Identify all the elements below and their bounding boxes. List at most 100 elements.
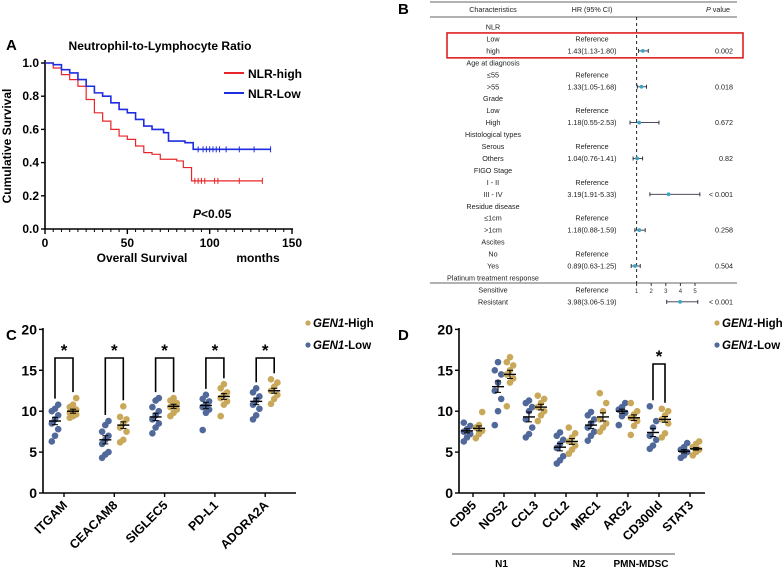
data-point-low — [522, 416, 530, 423]
x-tick-label: ADORA2A — [218, 498, 272, 552]
significance-bracket — [652, 363, 666, 403]
legend-label: GEN1-Low — [313, 340, 371, 352]
y-tick-label: 5 — [29, 444, 37, 460]
x-tick-label: 4 — [679, 289, 683, 295]
data-point-low — [149, 403, 156, 411]
x-tick-label: MRC1 — [568, 498, 603, 533]
row-label: ≤1cm — [484, 214, 502, 223]
y-tick-label: 15 — [21, 362, 37, 378]
row-hr: 1.33(1.05-1.68) — [567, 82, 616, 91]
x-tick-label: CCL3 — [508, 498, 541, 531]
data-point-high — [123, 428, 130, 435]
data-point-high — [217, 412, 224, 420]
significance-bracket — [205, 357, 225, 389]
significance-star: * — [111, 341, 118, 360]
legend-dot — [714, 320, 720, 326]
data-point-low — [649, 442, 657, 449]
row-p-value: < 0.001 — [709, 190, 733, 199]
y-tick-label: 15 — [437, 362, 453, 378]
row-label: Yes — [487, 262, 499, 271]
row-label: >55 — [487, 82, 499, 91]
x-tick-label: 0 — [42, 236, 49, 250]
data-point-high — [274, 379, 281, 386]
data-point-high — [540, 407, 548, 415]
data-point-high — [274, 391, 281, 399]
row-label: Residue disease — [466, 202, 519, 211]
x-tick-label: 50 — [121, 236, 135, 250]
km-p-annotation: P<0.05 — [193, 207, 232, 221]
y-tick-label: 20 — [437, 321, 453, 337]
highlight-box — [446, 32, 744, 59]
row-hr: Reference — [575, 106, 608, 115]
data-point-high — [602, 420, 610, 427]
data-point-low — [584, 437, 592, 444]
row-hr: 1.43(1.13-1.80) — [567, 46, 616, 55]
y-tick-label: 0.6 — [22, 122, 39, 136]
row-p-value: < 0.001 — [709, 297, 733, 306]
data-point-high — [72, 394, 80, 402]
row-label: Serous — [482, 142, 505, 151]
data-point-high — [664, 407, 672, 415]
dotplot-c: 0 5 10 15 20 ITGAM * CEACAM8 * SIGLEC5 * PD-L1 * ADOR… — [21, 318, 373, 552]
row-hr: Reference — [575, 34, 608, 43]
hr-point — [640, 49, 645, 53]
data-point-low — [683, 439, 691, 447]
data-point-high — [571, 429, 579, 437]
significance-bracket — [154, 357, 175, 393]
km-title: Neutrophil-to-Lymphocyte Ratio — [69, 39, 252, 53]
data-point-high — [220, 380, 228, 388]
data-point-high — [534, 392, 542, 399]
forest-header-p-rest: value — [711, 5, 730, 14]
km-curve-nlr-high — [45, 62, 263, 182]
data-point-high — [509, 362, 517, 369]
data-point-low — [646, 432, 654, 440]
data-point-high — [478, 427, 486, 435]
y-tick-label: 20 — [21, 321, 37, 337]
x-tick-label: 100 — [200, 236, 220, 250]
legend-label: NLR-high — [248, 67, 302, 81]
legend-label-level: -Low — [753, 340, 780, 352]
forest-header-characteristics: Characteristics — [469, 5, 517, 14]
x-tick-label: PD-L1 — [186, 498, 221, 533]
km-p-italic: P — [193, 207, 202, 221]
row-hr: 3.98(3.06-5.19) — [567, 297, 616, 306]
data-point-low — [48, 438, 56, 445]
forest-header-p: P value — [706, 5, 730, 14]
row-label: >1cm — [484, 226, 502, 235]
data-point-low — [491, 387, 499, 395]
hr-point — [637, 228, 642, 233]
data-point-high — [509, 375, 517, 382]
legend-label: GEN1-High — [722, 318, 783, 330]
row-label: NLR — [486, 23, 500, 32]
row-label: Grade — [483, 94, 503, 103]
row-hr: Reference — [575, 178, 608, 187]
data-point-high — [503, 402, 511, 410]
group-label: PMN-MDSC — [614, 559, 669, 569]
row-label: Platinum treatment response — [447, 273, 539, 282]
row-label: Resistant — [478, 297, 508, 306]
data-point-low — [54, 401, 62, 408]
data-point-low — [525, 397, 533, 404]
y-tick-label: 5 — [445, 444, 453, 460]
data-point-high — [478, 408, 486, 416]
y-tick-label: 1.0 — [22, 56, 39, 70]
hr-point — [666, 192, 671, 197]
data-point-low — [652, 417, 660, 425]
row-label: Low — [486, 106, 500, 115]
hr-point — [637, 120, 642, 125]
forest-header-p-italic: P — [706, 5, 711, 14]
x-tick-label: CEACAM8 — [67, 498, 121, 552]
data-point-low — [460, 419, 468, 426]
data-point-high — [661, 429, 669, 437]
row-label: High — [486, 118, 501, 127]
data-point-high — [69, 401, 77, 408]
data-point-high — [602, 399, 610, 407]
row-label: Age at diagnosis — [466, 58, 520, 67]
data-point-low — [51, 432, 59, 440]
data-point-low — [256, 405, 263, 413]
data-point-high — [267, 375, 275, 383]
hr-point — [635, 156, 640, 161]
data-point-high — [540, 395, 548, 403]
data-point-low — [494, 407, 502, 415]
data-point-low — [615, 421, 623, 429]
